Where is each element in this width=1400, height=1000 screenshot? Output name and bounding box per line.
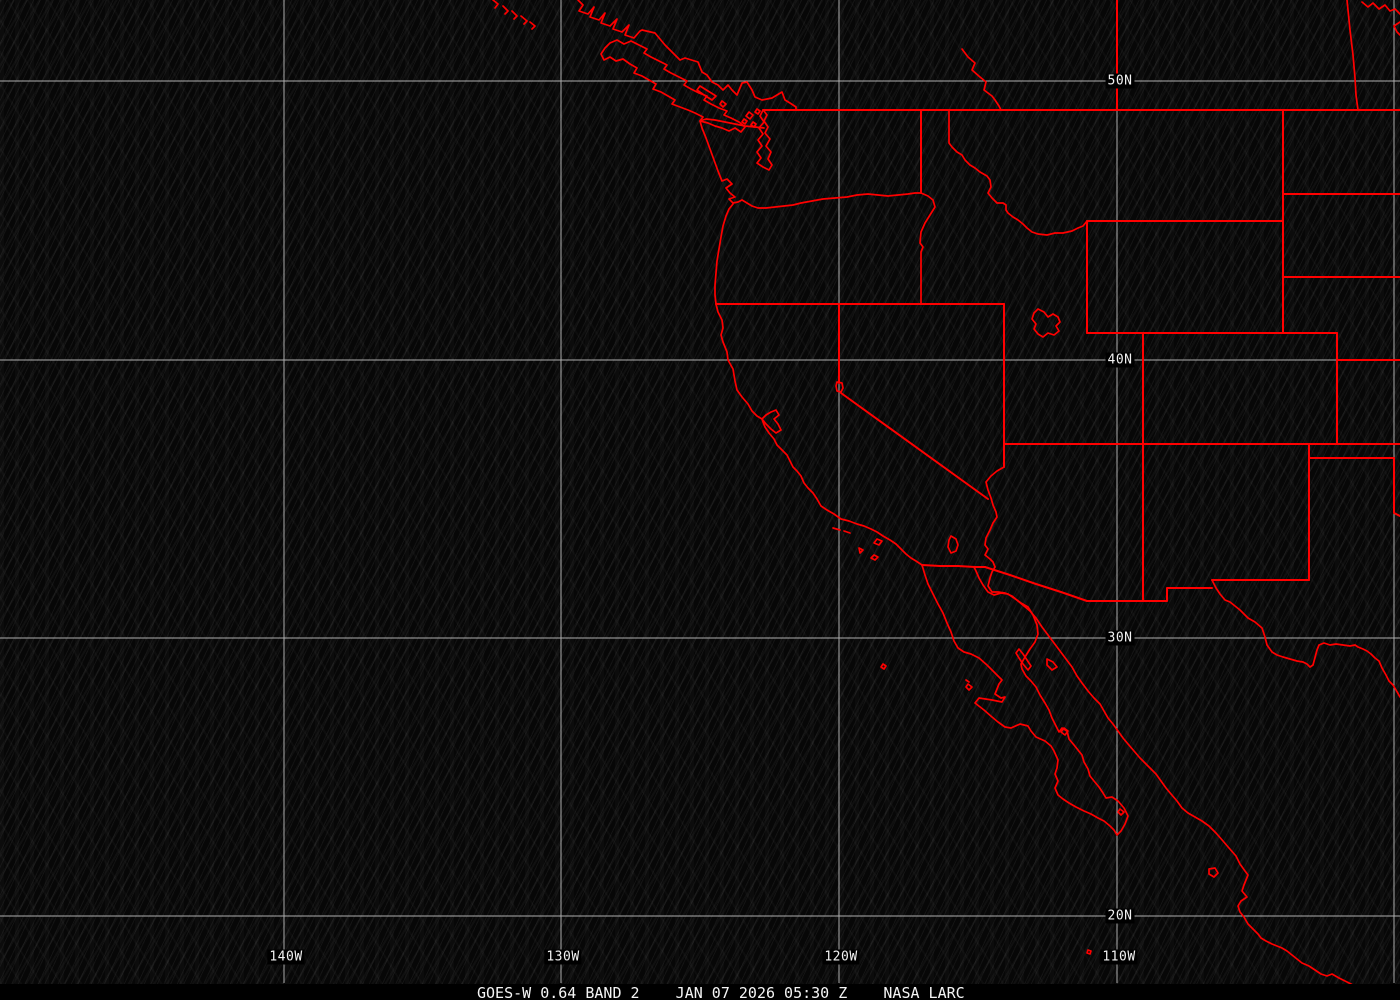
california-coast xyxy=(715,303,923,566)
lake-tahoe xyxy=(835,381,844,393)
guadalupe-island xyxy=(880,663,887,670)
mexico-border-diagonal xyxy=(984,566,1088,602)
mexico-border-california xyxy=(921,564,986,568)
colorado-river-border xyxy=(984,466,1005,568)
map-overlay-layer xyxy=(492,0,1400,1000)
vancouver-island xyxy=(600,39,746,133)
baja-california-peninsula xyxy=(921,564,1129,836)
san-juan-islands xyxy=(741,108,761,128)
caption-bar xyxy=(0,984,1400,1000)
lon-label-130W: 130W xyxy=(544,949,582,965)
wa-or-border-columbia-river xyxy=(741,192,922,209)
lon-label-120W: 120W xyxy=(822,949,860,965)
caption-text: GOES-W 0.64 BAND 2 JAN 07 2026 05:30 Z N… xyxy=(477,984,965,1000)
bc-alberta-divide xyxy=(961,48,1002,111)
olympic-peninsula-coast xyxy=(699,118,765,204)
bc-mainland-coast xyxy=(577,0,797,111)
salton-sea xyxy=(947,535,959,554)
oregon-coast xyxy=(714,203,734,305)
id-mt-border xyxy=(948,109,1088,236)
lat-label-50N: 50N xyxy=(1105,73,1135,89)
san-francisco-bay xyxy=(761,409,782,434)
strait-of-georgia-islands xyxy=(696,85,727,108)
great-salt-lake xyxy=(1031,308,1061,338)
tx-ok-border-100w xyxy=(1393,457,1400,517)
manitoba-lakes-shoreline xyxy=(1361,1,1400,36)
rio-grande xyxy=(1211,579,1400,698)
ca-nv-diagonal-border xyxy=(840,392,989,500)
gulf-of-california-islands xyxy=(1015,648,1125,816)
channel-islands xyxy=(832,527,883,561)
puget-sound xyxy=(756,109,773,171)
saskatchewan-manitoba-border xyxy=(1346,0,1359,111)
mexican-coast-islands xyxy=(1086,867,1219,955)
cedros-island xyxy=(965,679,973,691)
lat-label-20N: 20N xyxy=(1105,908,1135,924)
lon-label-140W: 140W xyxy=(267,949,305,965)
mexico-border-bootheel xyxy=(1086,587,1213,602)
sonora-mainland-coast xyxy=(987,566,1370,1000)
or-id-border-snake-river xyxy=(919,192,936,305)
haida-gwaii-islets xyxy=(492,0,536,30)
lat-label-30N: 30N xyxy=(1105,630,1135,646)
lat-label-40N: 40N xyxy=(1105,352,1135,368)
lon-label-110W: 110W xyxy=(1100,949,1138,965)
